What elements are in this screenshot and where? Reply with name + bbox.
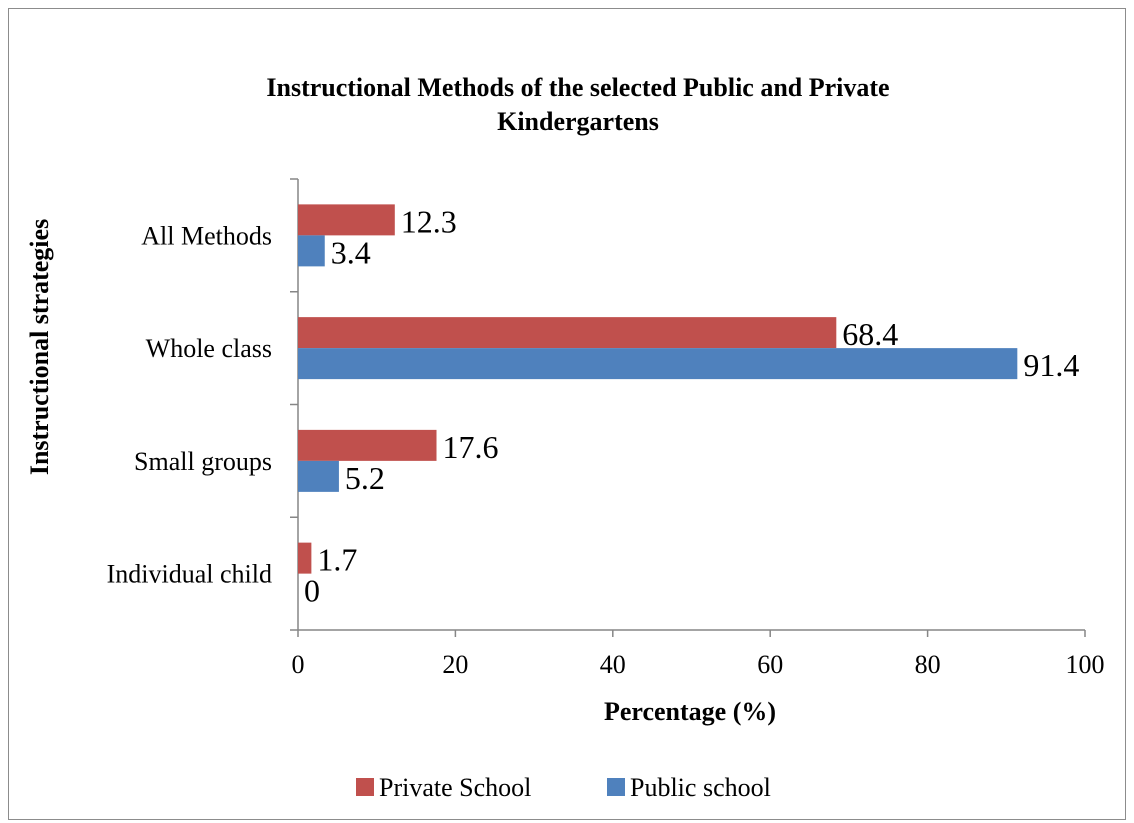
data-label: 91.4 xyxy=(1023,347,1079,383)
data-label: 12.3 xyxy=(401,203,457,239)
legend: Private School Public school xyxy=(356,773,771,802)
data-label: 3.4 xyxy=(331,234,371,270)
x-tick-label: 60 xyxy=(757,650,783,679)
data-label: 17.6 xyxy=(443,429,499,465)
bar-private-school xyxy=(298,317,837,349)
chart-title-line1: Instructional Methods of the selected Pu… xyxy=(266,73,889,102)
chart-title-line2: Kindergartens xyxy=(497,107,659,136)
category-label: All Methods xyxy=(141,221,272,250)
category-label: Whole class xyxy=(146,334,272,363)
x-axis-title: Percentage (%) xyxy=(604,697,776,726)
x-tick-label: 0 xyxy=(292,650,305,679)
data-label: 1.7 xyxy=(317,542,357,578)
data-label: 5.2 xyxy=(345,460,385,496)
data-label: 68.4 xyxy=(842,316,898,352)
category-label: Small groups xyxy=(134,447,272,476)
chart-frame xyxy=(8,8,1126,820)
bar-public-school xyxy=(298,235,325,267)
category-label: Individual child xyxy=(107,560,272,589)
data-label: 0 xyxy=(304,573,320,609)
legend-swatch-private xyxy=(356,778,374,796)
bar-public-school xyxy=(298,460,339,492)
bar-private-school xyxy=(298,429,437,461)
x-tick-label: 100 xyxy=(1066,650,1105,679)
x-tick-label: 80 xyxy=(915,650,941,679)
bar-private-school xyxy=(298,542,312,574)
x-tick-label: 20 xyxy=(442,650,468,679)
x-tick-label: 40 xyxy=(600,650,626,679)
legend-swatch-public xyxy=(607,778,625,796)
y-axis-title: Instructional strategies xyxy=(25,219,54,475)
legend-label-public: Public school xyxy=(630,773,771,802)
legend-label-private: Private School xyxy=(379,773,531,802)
bar-private-school xyxy=(298,204,395,236)
bar-public-school xyxy=(298,348,1018,380)
